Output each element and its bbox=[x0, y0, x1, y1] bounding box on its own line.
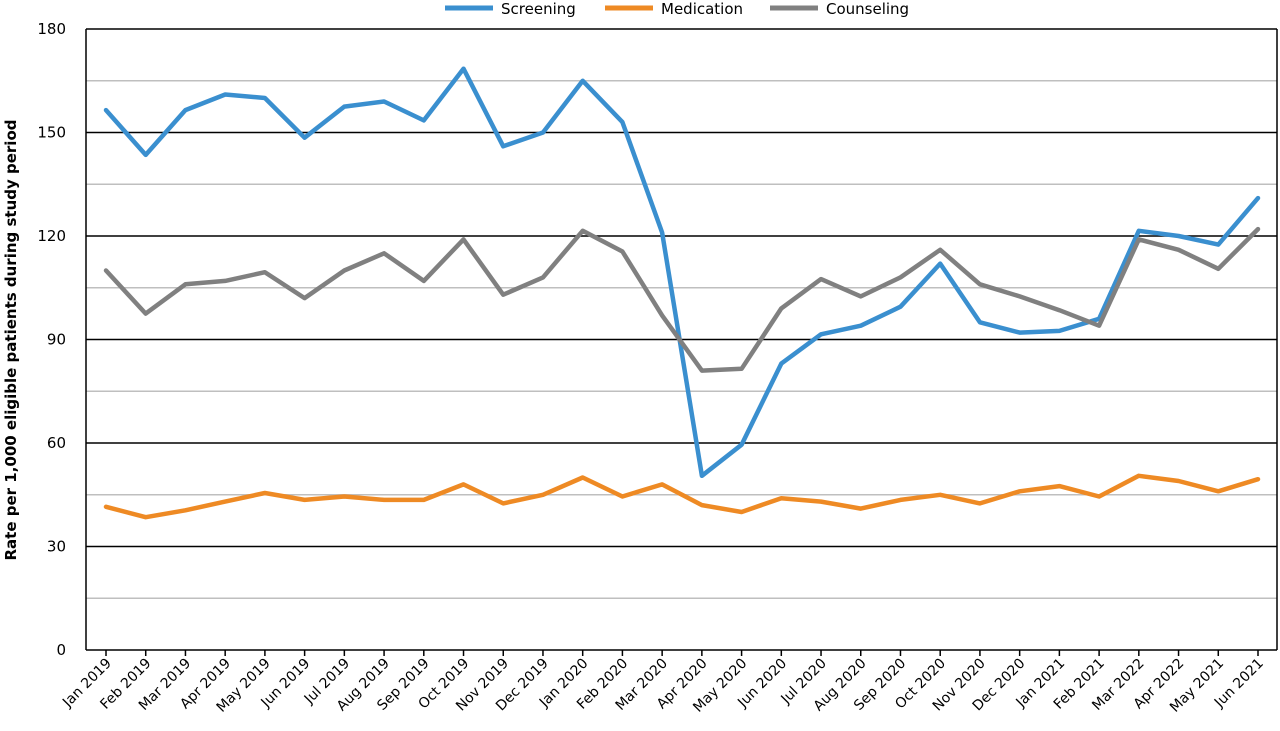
y-tick-label: 60 bbox=[47, 434, 66, 452]
y-tick-labels: 0 30 60 90 120 150 180 bbox=[37, 20, 66, 659]
axes bbox=[85, 29, 1278, 656]
legend: Screening Medication Counseling bbox=[445, 0, 909, 18]
y-tick-label: 90 bbox=[47, 331, 66, 349]
y-tick-label: 30 bbox=[47, 538, 66, 556]
y-tick-label: 0 bbox=[56, 641, 66, 659]
series-line-medication bbox=[103, 473, 1261, 520]
y-axis-label: Rate per 1,000 eligible patients during … bbox=[2, 120, 20, 561]
series-lines bbox=[103, 66, 1261, 520]
legend-label-medication: Medication bbox=[661, 0, 743, 18]
y-tick-label: 120 bbox=[37, 227, 66, 245]
series-line-screening bbox=[103, 66, 1261, 479]
legend-label-counseling: Counseling bbox=[826, 0, 909, 18]
y-tick-label: 180 bbox=[37, 20, 66, 38]
legend-label-screening: Screening bbox=[501, 0, 576, 18]
gridlines bbox=[86, 28, 1277, 599]
y-tick-label: 150 bbox=[37, 124, 66, 142]
series-line-counseling bbox=[103, 226, 1261, 373]
